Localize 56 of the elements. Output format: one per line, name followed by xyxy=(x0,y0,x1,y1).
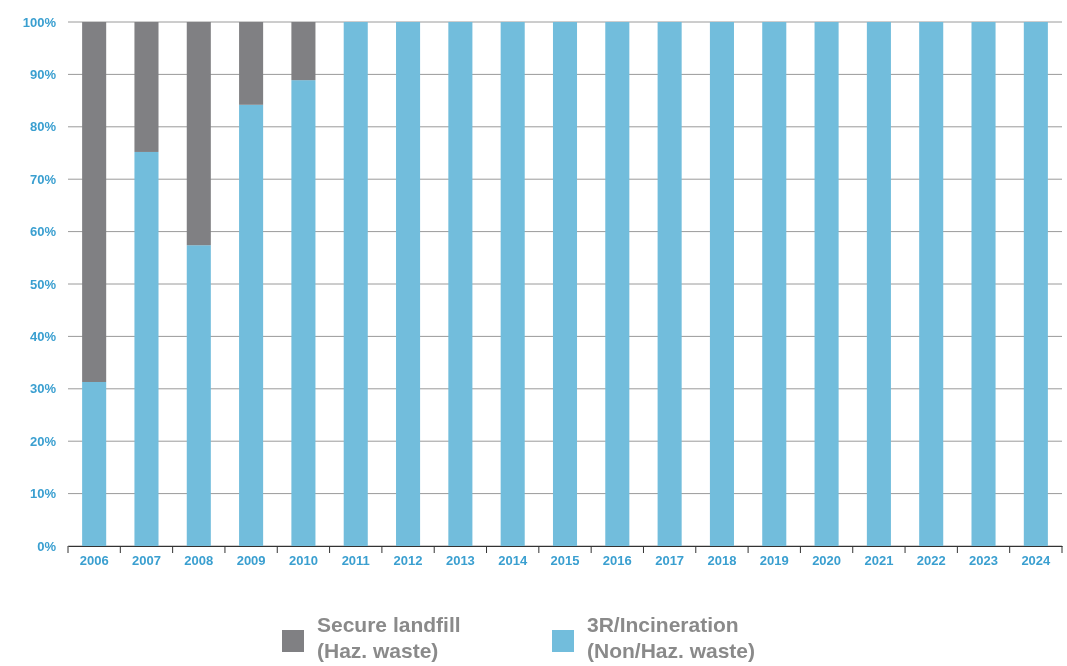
bar xyxy=(814,22,839,546)
bar xyxy=(605,22,630,546)
x-tick-label: 2016 xyxy=(602,553,632,569)
bar xyxy=(762,22,787,546)
y-tick-label: 20% xyxy=(29,433,57,449)
y-tick-label: 60% xyxy=(29,224,57,240)
y-tick-label: 90% xyxy=(29,67,57,83)
x-tick-label: 2020 xyxy=(812,553,842,569)
x-tick-label: 2011 xyxy=(341,553,370,569)
x-tick-label: 2013 xyxy=(445,553,475,569)
y-tick-label: 50% xyxy=(29,276,57,292)
bar xyxy=(82,381,107,546)
x-tick-label: 2012 xyxy=(393,553,423,569)
x-tick-label: 2006 xyxy=(79,553,109,569)
bar xyxy=(971,22,996,546)
x-tick-label: 2007 xyxy=(132,553,161,569)
x-tick-label: 2010 xyxy=(288,553,318,569)
y-tick-label: 30% xyxy=(29,381,57,397)
legend-label: 3R/Incineration (Non/Haz. waste) xyxy=(587,613,756,662)
bar xyxy=(82,22,107,382)
x-tick-label: 2008 xyxy=(184,553,214,569)
bar xyxy=(657,22,682,546)
bar xyxy=(134,151,159,546)
y-tick-label: 70% xyxy=(29,171,57,187)
y-tick-label: 40% xyxy=(29,329,57,345)
x-tick-label: 2023 xyxy=(969,553,998,569)
x-tick-label: 2019 xyxy=(759,553,789,569)
x-tick-label: 2021 xyxy=(864,553,894,569)
bar xyxy=(709,22,734,546)
y-tick-label: 0% xyxy=(37,538,57,554)
y-tick-label: 80% xyxy=(29,119,57,135)
x-tick-label: 2022 xyxy=(916,553,946,569)
bar xyxy=(239,22,264,105)
bar xyxy=(186,245,211,546)
bar xyxy=(1023,22,1048,546)
x-tick-label: 2009 xyxy=(236,553,266,569)
legend-label: Secure landfill (Haz. waste) xyxy=(317,613,461,662)
bar xyxy=(552,22,578,546)
bar xyxy=(134,22,159,152)
bar xyxy=(396,22,421,546)
y-tick-label: 10% xyxy=(29,486,57,502)
bar xyxy=(239,104,264,546)
bar xyxy=(291,22,316,81)
x-tick-label: 2015 xyxy=(550,553,580,569)
y-tick-label: 100% xyxy=(22,14,57,30)
bar xyxy=(291,80,316,546)
x-tick-label: 2024 xyxy=(1021,553,1052,569)
x-tick-label: 2018 xyxy=(707,553,737,569)
x-tick-label: 2017 xyxy=(655,553,685,569)
bar xyxy=(186,22,211,246)
bar xyxy=(343,22,368,546)
x-tick-label: 2014 xyxy=(498,553,528,569)
bar xyxy=(448,22,473,546)
bar xyxy=(500,22,525,546)
bar xyxy=(919,22,944,546)
bar xyxy=(866,22,891,546)
